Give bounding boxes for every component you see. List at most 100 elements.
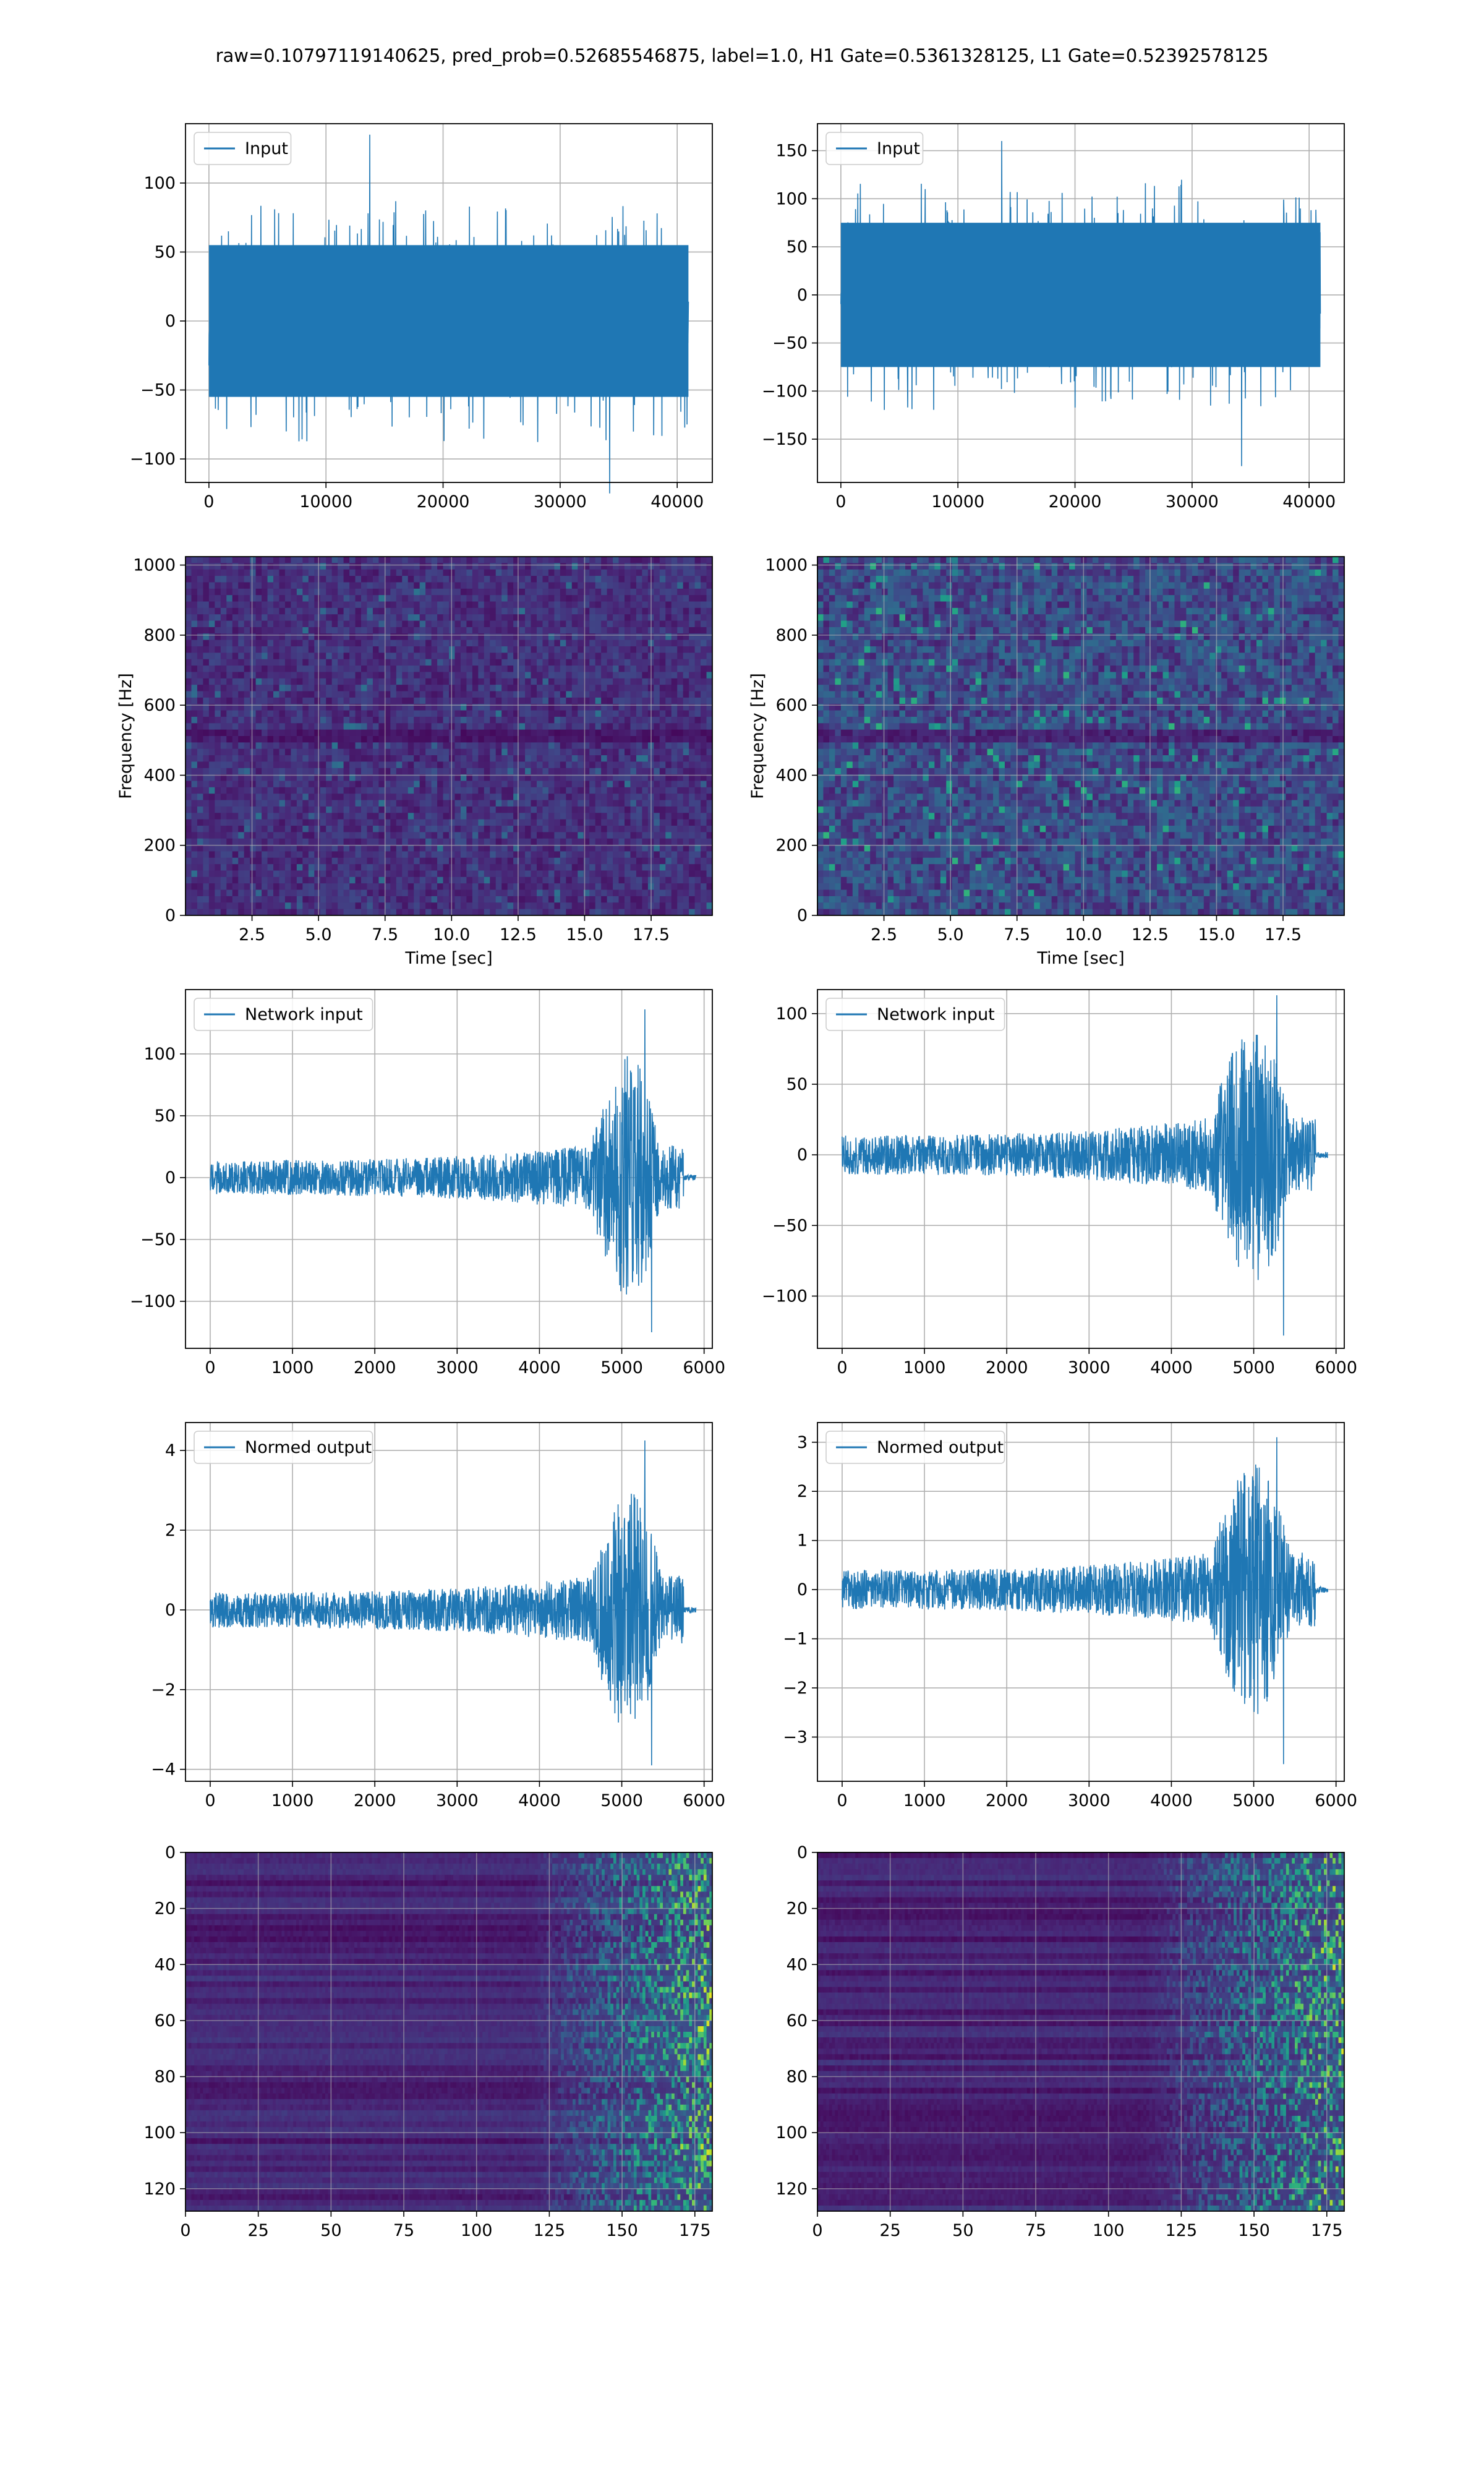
spectrogram-cell (291, 602, 297, 609)
spectrogram-cell (513, 621, 519, 628)
spectrogram-cell (414, 633, 420, 640)
spectrogram-cell (437, 621, 443, 628)
spectrogram-cell (396, 570, 403, 576)
spectrogram-cell (378, 608, 385, 615)
spectrogram-cell (226, 717, 232, 724)
spectrogram-cell (636, 576, 642, 583)
spectrogram-cell (186, 711, 192, 717)
spectrogram-cell (672, 627, 678, 634)
spectrogram-cell (302, 576, 309, 583)
spectrogram-cell (508, 742, 514, 749)
spectrogram-cell (636, 717, 642, 724)
spectrogram-cell (554, 678, 560, 685)
spectrogram-cell (519, 659, 526, 666)
spectrogram-cell (326, 621, 332, 628)
spectrogram-cell (595, 589, 602, 596)
spectrogram-cell (508, 627, 514, 634)
spectrogram-cell (636, 742, 642, 749)
spectrogram-cell (367, 736, 373, 743)
spectrogram-cell (273, 653, 279, 659)
spectrogram-cell (250, 570, 256, 576)
spectrogram-cell (672, 589, 678, 596)
spectrogram-cell (226, 589, 232, 596)
spectrogram-cell (560, 730, 566, 737)
spectrogram-cell (589, 633, 595, 640)
spectrogram-cell (291, 666, 297, 672)
spectrogram-cell (396, 666, 403, 672)
y-tick-label: 0 (165, 312, 176, 331)
spectrogram-cell (542, 653, 548, 659)
spectrogram-cell (496, 742, 502, 749)
spectrogram-cell (461, 608, 467, 615)
spectrogram-cell (677, 557, 683, 563)
spectrogram-cell (309, 685, 315, 691)
spectrogram-cell (478, 672, 484, 678)
spectrogram-cell (256, 570, 262, 576)
spectrogram-cell (625, 723, 631, 730)
spectrogram-cell (560, 557, 566, 563)
spectrogram-cell (548, 730, 555, 737)
spectrogram-cell (689, 742, 695, 749)
spectrogram-cell (572, 640, 578, 647)
spectrogram-cell (625, 608, 631, 615)
spectrogram-cell (408, 633, 414, 640)
spectrogram-cell (396, 646, 403, 653)
spectrogram-cell (408, 646, 414, 653)
spectrogram-cell (285, 717, 291, 724)
spectrogram-cell (531, 717, 537, 724)
spectrogram-cell (619, 557, 625, 563)
spectrogram-cell (707, 576, 713, 583)
spectrogram-cell (402, 621, 408, 628)
spectrogram-cell (344, 723, 350, 730)
spectrogram-cell (390, 595, 396, 602)
spectrogram-cell (484, 557, 490, 563)
spectrogram-cell (268, 557, 274, 563)
spectrogram-cell (273, 627, 279, 634)
spectrogram-cell (209, 602, 215, 609)
spectrogram-cell (250, 653, 256, 659)
spectrogram-cell (186, 633, 192, 640)
spectrogram-cell (349, 627, 356, 634)
spectrogram-cell (349, 621, 356, 628)
spectrogram-cell (221, 614, 227, 621)
spectrogram-cell (279, 653, 285, 659)
spectrogram-cell (519, 723, 526, 730)
spectrogram-cell (595, 621, 602, 628)
spectrogram-cell (660, 589, 666, 596)
spectrogram-cell (191, 602, 197, 609)
spectrogram-cell (454, 646, 461, 653)
spectrogram-cell (414, 653, 420, 659)
spectrogram-cell (707, 711, 713, 717)
spectrogram-cell (332, 736, 338, 743)
spectrogram-cell (279, 633, 285, 640)
spectrogram-cell (601, 595, 607, 602)
spectrogram-cell (542, 627, 548, 634)
spectrogram-cell (226, 659, 232, 666)
spectrogram-cell (332, 608, 338, 615)
spectrogram-cell (478, 602, 484, 609)
spectrogram-cell (326, 608, 332, 615)
spectrogram-cell (209, 653, 215, 659)
spectrogram-cell (238, 717, 244, 724)
spectrogram-cell (344, 749, 350, 756)
spectrogram-cell (326, 614, 332, 621)
spectrogram-cell (356, 749, 362, 756)
spectrogram-cell (367, 678, 373, 685)
spectrogram-cell (636, 659, 642, 666)
spectrogram-cell (525, 698, 531, 704)
spectrogram-cell (654, 698, 660, 704)
spectrogram-cell (338, 576, 344, 583)
spectrogram-cell (589, 659, 595, 666)
spectrogram-cell (378, 589, 385, 596)
spectrogram-cell (707, 627, 713, 634)
spectrogram-cell (537, 685, 543, 691)
spectrogram-cell (566, 602, 572, 609)
spectrogram-cell (432, 582, 438, 589)
spectrogram-cell (273, 723, 279, 730)
spectrogram-cell (665, 717, 672, 724)
spectrogram-cell (613, 666, 619, 672)
spectrogram-cell (654, 640, 660, 647)
spectrogram-cell (314, 736, 320, 743)
spectrogram-cell (607, 633, 613, 640)
spectrogram-cell (432, 698, 438, 704)
